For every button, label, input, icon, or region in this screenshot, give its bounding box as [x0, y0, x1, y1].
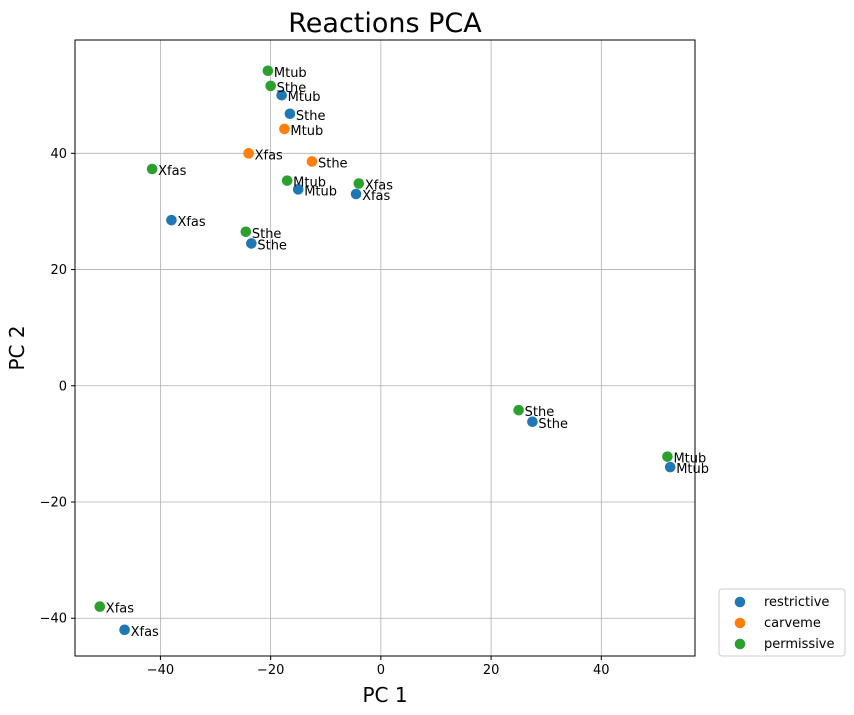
data-point-permissive	[662, 451, 673, 462]
legend-label-permissive: permissive	[764, 637, 835, 652]
data-point-carveme	[279, 123, 290, 135]
data-point-permissive	[353, 178, 365, 189]
data-point-restrictive	[664, 461, 676, 473]
x-tick-label: 20	[483, 663, 500, 678]
data-point-label: Mtub	[676, 462, 709, 477]
data-point-label: Mtub	[274, 66, 307, 81]
data-point-label: Xfas	[365, 179, 393, 194]
data-point-restrictive	[276, 89, 287, 101]
data-point-label: Xfas	[158, 164, 186, 179]
data-point-permissive	[146, 163, 158, 175]
data-point-label: Sthe	[525, 405, 555, 420]
data-point-restrictive	[246, 238, 257, 249]
x-tick-label: 0	[377, 663, 385, 678]
legend-marker-carveme	[734, 617, 746, 629]
chart-title: Reactions PCA	[288, 8, 482, 39]
x-tick-label: 40	[593, 663, 610, 678]
data-point-restrictive	[292, 184, 304, 195]
data-point-permissive	[240, 226, 252, 238]
data-point-permissive	[94, 601, 106, 612]
y-tick-label: −40	[40, 612, 67, 627]
data-point-permissive	[513, 404, 524, 416]
data-point-label: Sthe	[296, 109, 326, 124]
data-point-restrictive	[350, 188, 362, 200]
legend: restrictive carveme permissive	[718, 588, 846, 657]
data-point-label: Sthe	[257, 238, 287, 253]
y-axis-label: PC 2	[5, 325, 29, 370]
data-point-label: Mtub	[673, 452, 706, 467]
data-point-label: Xfas	[131, 625, 159, 640]
y-tick-label: 40	[50, 147, 67, 162]
legend-box	[718, 588, 846, 657]
data-point-label: Mtub	[288, 90, 321, 105]
plot-frame	[74, 39, 696, 657]
x-tick-label: −40	[147, 663, 174, 678]
y-tick-label: 20	[50, 263, 67, 278]
data-point-label: Sthe	[277, 81, 307, 96]
data-point-permissive	[262, 65, 274, 77]
data-point-permissive	[281, 175, 293, 186]
data-point-label: Mtub	[290, 124, 323, 139]
y-tick-label: 0	[59, 379, 67, 394]
data-point-permissive	[265, 80, 276, 92]
data-point-restrictive	[166, 214, 177, 226]
data-point-label: Xfas	[362, 189, 390, 204]
data-point-restrictive	[527, 416, 538, 428]
data-point-label: Xfas	[177, 215, 205, 230]
axis-ticks: −40 −20 0 20 40 −40 −20 0 20 40	[40, 147, 610, 678]
data-point-carveme	[243, 148, 254, 159]
data-point-label: Sthe	[252, 227, 282, 242]
data-point-label: Mtub	[293, 176, 326, 191]
legend-label-restrictive: restrictive	[764, 595, 829, 610]
legend-marker-permissive	[734, 638, 746, 650]
data-point-carveme	[306, 156, 318, 167]
data-point-label: Xfas	[255, 148, 283, 163]
legend-marker-restrictive	[734, 596, 746, 608]
data-point-restrictive	[119, 624, 130, 636]
data-points	[94, 65, 676, 636]
data-point-label: Mtub	[304, 184, 337, 199]
x-tick-label: −20	[257, 663, 284, 678]
grid-lines	[75, 40, 695, 656]
data-point-restrictive	[284, 108, 296, 120]
data-point-label: Sthe	[538, 417, 568, 432]
legend-label-carveme: carveme	[764, 616, 821, 631]
x-axis-label: PC 1	[362, 683, 407, 707]
y-tick-label: −20	[40, 496, 67, 511]
data-point-label: Xfas	[106, 602, 134, 617]
data-point-label: Sthe	[318, 156, 348, 171]
